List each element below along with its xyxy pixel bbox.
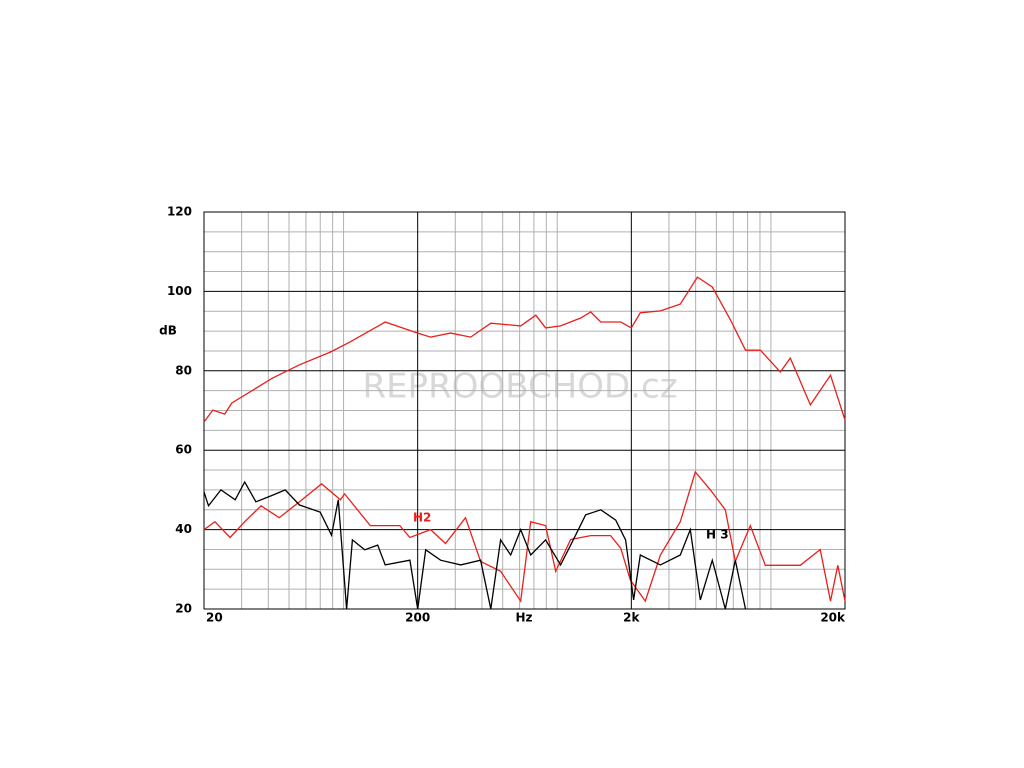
- x-tick-label: 20k: [820, 611, 846, 625]
- x-tick-label: 200: [405, 611, 430, 625]
- y-tick-label: 60: [175, 443, 192, 457]
- x-tick-label: 2k: [623, 611, 640, 625]
- y-tick-label: 100: [167, 284, 192, 298]
- line: [203, 480, 747, 610]
- plot-frame: [203, 211, 846, 610]
- y-tick-label: 20: [175, 602, 192, 616]
- y-axis-label: dB: [159, 324, 177, 338]
- y-tick-label: 40: [175, 522, 192, 536]
- line: [203, 470, 846, 603]
- x-axis-label: Hz: [515, 611, 532, 625]
- series-label: H 3: [706, 528, 729, 542]
- x-tick-label: 20: [206, 611, 223, 625]
- y-tick-label: 120: [167, 205, 192, 219]
- series-label: H2: [413, 511, 431, 525]
- y-tick-label: 80: [175, 363, 192, 377]
- line: [203, 276, 846, 423]
